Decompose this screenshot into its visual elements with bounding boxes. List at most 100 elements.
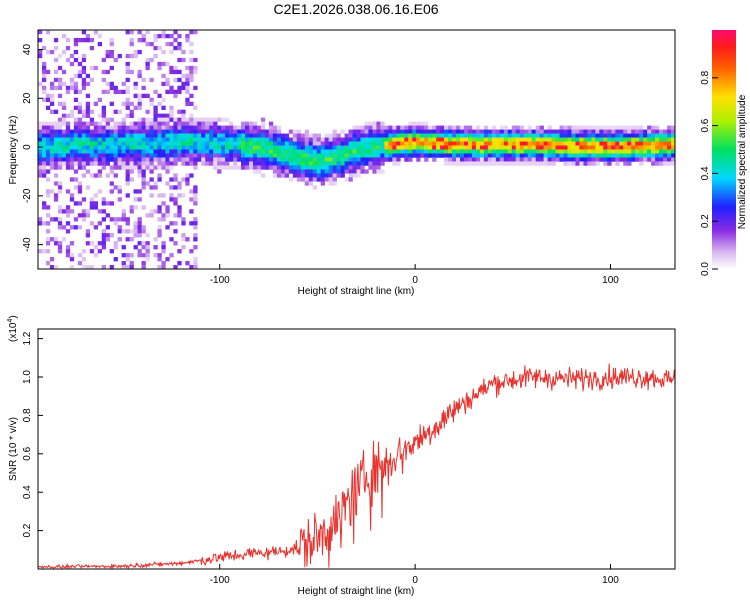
spectrogram-cell (97, 209, 102, 214)
spectrogram-cell (376, 153, 381, 158)
colorbar: 0.00.20.40.60.8 Normalized spectral ampl… (700, 30, 748, 276)
spectrogram-cell (292, 133, 298, 138)
spectrogram-cell (109, 129, 114, 134)
spectrogram-cell (575, 161, 580, 166)
spectrogram-cell (487, 133, 493, 138)
spectrogram-cell (292, 129, 298, 134)
spectrogram-cell (272, 165, 278, 170)
spectrogram-cell (165, 33, 170, 39)
spectrogram-cell (213, 125, 218, 130)
spectrogram-cell (300, 169, 306, 174)
spectrogram-cell (372, 161, 377, 166)
spectrogram-cell (117, 217, 122, 222)
spectrogram-cell (149, 177, 154, 182)
spectrogram-cell (452, 157, 457, 162)
spectrogram-cell (647, 141, 652, 146)
spectrogram-cell (543, 141, 548, 146)
spectrogram-cell (671, 153, 676, 158)
spectrogram-cell (308, 173, 314, 178)
spectrogram-cell (499, 161, 505, 166)
spectrogram-cell (511, 153, 517, 158)
spectrogram-cell (384, 133, 389, 138)
spectrogram-cell (121, 145, 126, 150)
spectrogram-cell (137, 93, 142, 99)
spectrogram-cell (555, 149, 560, 154)
spectrogram-cell (45, 237, 51, 242)
spectrogram-cell (81, 173, 87, 178)
spectrogram-cell (53, 109, 59, 114)
spectrogram-cell (85, 185, 91, 190)
spectrogram-cell (197, 129, 202, 134)
spectrogram-cell (252, 157, 258, 162)
spectrogram-cell (280, 157, 286, 162)
spectrogram-cell (133, 93, 138, 99)
spectrogram-cell (408, 149, 413, 154)
spectrogram-cell (288, 161, 294, 166)
spectrogram-cell (45, 137, 51, 142)
spectrogram-cell (85, 137, 91, 142)
spectrogram-cell (611, 133, 616, 138)
spectrogram-cell (408, 125, 413, 130)
spectrogram-cell (380, 133, 385, 138)
spectrogram-frame (37, 29, 676, 270)
spectrogram-cell (607, 133, 612, 138)
spectrogram-cell (181, 109, 186, 114)
spectrogram-cell (356, 161, 361, 166)
spectrogram-cell (400, 145, 405, 150)
spectrogram-cell (45, 125, 51, 130)
spectrogram-cell (515, 141, 521, 146)
spectrogram-cell (479, 137, 485, 142)
spectrogram-cell (89, 197, 95, 202)
spectrogram-cell (483, 137, 489, 142)
spectrogram-cell (73, 73, 79, 79)
spectrogram-cell (635, 137, 640, 142)
spectrogram-y-tick-label: 20 (22, 92, 33, 104)
spectrogram-cell (49, 217, 55, 222)
spectrogram-cell (241, 157, 246, 162)
spectrogram-cell (499, 137, 505, 142)
spectrogram-cell (89, 137, 95, 142)
spectrogram-cell (205, 145, 210, 150)
spectrogram-cell (45, 229, 51, 234)
spectrogram-cell (113, 165, 118, 170)
spectrogram-cell (221, 129, 226, 134)
spectrogram-cell (189, 49, 194, 55)
spectrogram-cell (193, 157, 198, 162)
spectrogram-cell (69, 77, 75, 83)
spectrogram-cell (404, 149, 409, 154)
spectrogram-cell (193, 85, 198, 91)
spectrogram-cell (667, 149, 672, 154)
spectrogram-cell (400, 149, 405, 154)
spectrogram-cell (57, 149, 63, 154)
spectrogram-cell (189, 125, 194, 130)
spectrogram-cell (659, 157, 664, 162)
spectrogram-cell (591, 141, 596, 146)
spectrogram-cell (428, 149, 433, 154)
spectrogram-cell (563, 153, 568, 158)
spectrogram-cell (444, 153, 449, 158)
spectrogram-cell (181, 57, 186, 63)
spectrogram-cell (647, 157, 652, 162)
spectrogram-cell (209, 161, 214, 166)
spectrogram-cell (193, 141, 198, 146)
spectrogram-cell (392, 157, 397, 162)
spectrogram-cell (436, 145, 441, 150)
spectrogram-cell (173, 197, 178, 202)
spectrogram-cell (125, 193, 130, 198)
spectrogram-cell (129, 229, 134, 234)
spectrogram-cell (225, 157, 230, 162)
spectrogram-cell (324, 169, 329, 174)
spectrogram-cell (448, 153, 453, 158)
spectrogram-cell (225, 149, 230, 154)
spectrogram-cell (185, 145, 190, 150)
spectrogram-cell (133, 49, 138, 55)
spectrogram-cell (495, 157, 501, 162)
spectrogram-cell (503, 157, 509, 162)
spectrogram-cell (145, 149, 150, 154)
spectrogram-cell (280, 141, 286, 146)
spectrogram-y-tick-label: -20 (22, 188, 33, 203)
spectrogram-cell (503, 125, 509, 130)
spectrogram-cell (185, 89, 190, 95)
spectrogram-cell (165, 89, 170, 95)
spectrogram-cell (165, 157, 170, 162)
